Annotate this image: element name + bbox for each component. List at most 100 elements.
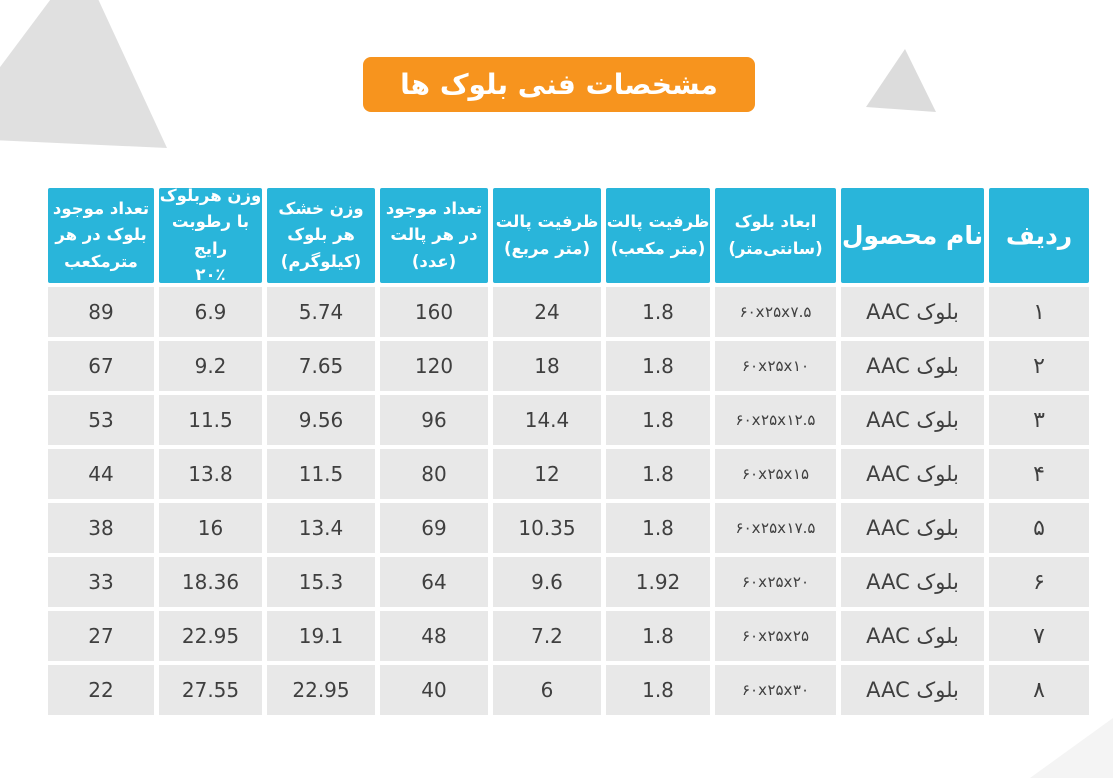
page-title: مشخصات فنی بلوک ها [400, 68, 718, 101]
cell-cap_m3: 1.92 [606, 557, 710, 607]
cell-name: بلوک AAC [841, 341, 984, 391]
cell-per_pallet: 120 [380, 341, 488, 391]
column-header-line: (عدد) [411, 251, 457, 271]
column-header-line: ردیف [1005, 220, 1073, 250]
cell-dry_weight: 11.5 [267, 449, 375, 499]
cell-radif: ۵ [989, 503, 1089, 553]
cell-dims: ۶۰x۲۵x۲۵ [715, 611, 836, 661]
cell-dims: ۶۰x۲۵x۱۵ [715, 449, 836, 499]
cell-radif: ۷ [989, 611, 1089, 661]
cell-dims: ۶۰x۲۵x۲۰ [715, 557, 836, 607]
spec-table: ردیف نام محصول ابعاد بلوک (سانتی‌متر) ظرفیت … [48, 186, 1089, 715]
cell-dims: ۶۰x۲۵x۷.۵ [715, 287, 836, 337]
cell-name: بلوک AAC [841, 395, 984, 445]
cell-per_pallet: 64 [380, 557, 488, 607]
cell-dims: ۶۰x۲۵x۱۲.۵ [715, 395, 836, 445]
cell-per_m3: 53 [48, 395, 154, 445]
cell-radif: ۶ [989, 557, 1089, 607]
column-header-line: تعداد موجود [52, 198, 150, 218]
cell-name: بلوک AAC [841, 611, 984, 661]
cell-per_m3: 89 [48, 287, 154, 337]
cell-dry_weight: 7.65 [267, 341, 375, 391]
cell-name: بلوک AAC [841, 287, 984, 337]
cell-wet_weight: 9.2 [159, 341, 262, 391]
cell-cap_m3: 1.8 [606, 287, 710, 337]
cell-dims: ۶۰x۲۵x۱۷.۵ [715, 503, 836, 553]
cell-cap_m3: 1.8 [606, 611, 710, 661]
decorative-triangle-large [0, 0, 167, 148]
cell-dims: ۶۰x۲۵x۳۰ [715, 665, 836, 715]
decorative-triangle-small [866, 49, 936, 112]
cell-radif: ۲ [989, 341, 1089, 391]
cell-wet_weight: 6.9 [159, 287, 262, 337]
column-header-radif: ردیف [989, 188, 1089, 283]
column-header-line: (متر مکعب) [610, 238, 706, 258]
column-header-line: (کیلوگرم) [280, 251, 362, 271]
cell-cap_m2: 10.35 [493, 503, 601, 553]
cell-name: بلوک AAC [841, 557, 984, 607]
cell-cap_m2: 6 [493, 665, 601, 715]
column-header-line: تعداد موجود [385, 198, 483, 218]
column-header-line: بلوک در هر [55, 225, 147, 245]
column-header-line: ابعاد بلوک [734, 212, 817, 232]
cell-cap_m2: 24 [493, 287, 601, 337]
cell-dry_weight: 9.56 [267, 395, 375, 445]
cell-cap_m3: 1.8 [606, 341, 710, 391]
column-header-dims: ابعاد بلوک (سانتی‌متر) [715, 188, 836, 283]
cell-cap_m2: 18 [493, 341, 601, 391]
cell-cap_m3: 1.8 [606, 503, 710, 553]
column-header-name: نام محصول [841, 188, 984, 283]
column-header-line: (سانتی‌متر) [728, 238, 823, 258]
cell-dry_weight: 5.74 [267, 287, 375, 337]
cell-per_pallet: 69 [380, 503, 488, 553]
cell-cap_m3: 1.8 [606, 665, 710, 715]
column-header-line: هر بلوک [287, 225, 355, 245]
column-header-line: در هر پالت [390, 225, 478, 245]
column-header-line: (متر مربع) [504, 238, 590, 258]
cell-cap_m2: 12 [493, 449, 601, 499]
cell-per_m3: 44 [48, 449, 154, 499]
column-header-line: با رطوبت رایج [171, 212, 250, 258]
cell-cap_m2: 9.6 [493, 557, 601, 607]
column-header-line: ظرفیت پالت [495, 212, 599, 232]
column-header-cap_m2: ظرفیت پالت (متر مربع) [493, 188, 601, 283]
cell-per_m3: 22 [48, 665, 154, 715]
cell-dims: ۶۰x۲۵x۱۰ [715, 341, 836, 391]
cell-radif: ۱ [989, 287, 1089, 337]
cell-wet_weight: 27.55 [159, 665, 262, 715]
cell-per_pallet: 80 [380, 449, 488, 499]
cell-per_m3: 33 [48, 557, 154, 607]
cell-cap_m2: 14.4 [493, 395, 601, 445]
column-header-dry_weight: وزن خشک هر بلوک (کیلوگرم) [267, 188, 375, 283]
cell-cap_m3: 1.8 [606, 395, 710, 445]
cell-per_pallet: 48 [380, 611, 488, 661]
cell-radif: ۴ [989, 449, 1089, 499]
cell-per_pallet: 40 [380, 665, 488, 715]
column-header-wet_weight: وزن هربلوک با رطوبت رایج ۲۰٪ [159, 186, 262, 284]
decorative-triangle-corner [1030, 718, 1113, 778]
cell-dry_weight: 13.4 [267, 503, 375, 553]
cell-radif: ۸ [989, 665, 1089, 715]
cell-dry_weight: 22.95 [267, 665, 375, 715]
column-header-line: مترمکعب [64, 251, 138, 271]
cell-name: بلوک AAC [841, 503, 984, 553]
column-header-line: وزن خشک [278, 198, 364, 218]
column-header-cap_m3: ظرفیت پالت (متر مکعب) [606, 188, 710, 283]
cell-name: بلوک AAC [841, 449, 984, 499]
cell-dry_weight: 15.3 [267, 557, 375, 607]
column-header-line: وزن هربلوک [159, 185, 262, 205]
cell-wet_weight: 16 [159, 503, 262, 553]
cell-name: بلوک AAC [841, 665, 984, 715]
cell-per_m3: 67 [48, 341, 154, 391]
cell-radif: ۳ [989, 395, 1089, 445]
cell-wet_weight: 18.36 [159, 557, 262, 607]
cell-wet_weight: 22.95 [159, 611, 262, 661]
cell-per_pallet: 96 [380, 395, 488, 445]
cell-per_m3: 27 [48, 611, 154, 661]
cell-wet_weight: 13.8 [159, 449, 262, 499]
cell-dry_weight: 19.1 [267, 611, 375, 661]
column-header-line: نام محصول [841, 220, 984, 250]
column-header-line: ظرفیت پالت [606, 212, 710, 232]
cell-wet_weight: 11.5 [159, 395, 262, 445]
page-title-badge: مشخصات فنی بلوک ها [363, 57, 755, 112]
